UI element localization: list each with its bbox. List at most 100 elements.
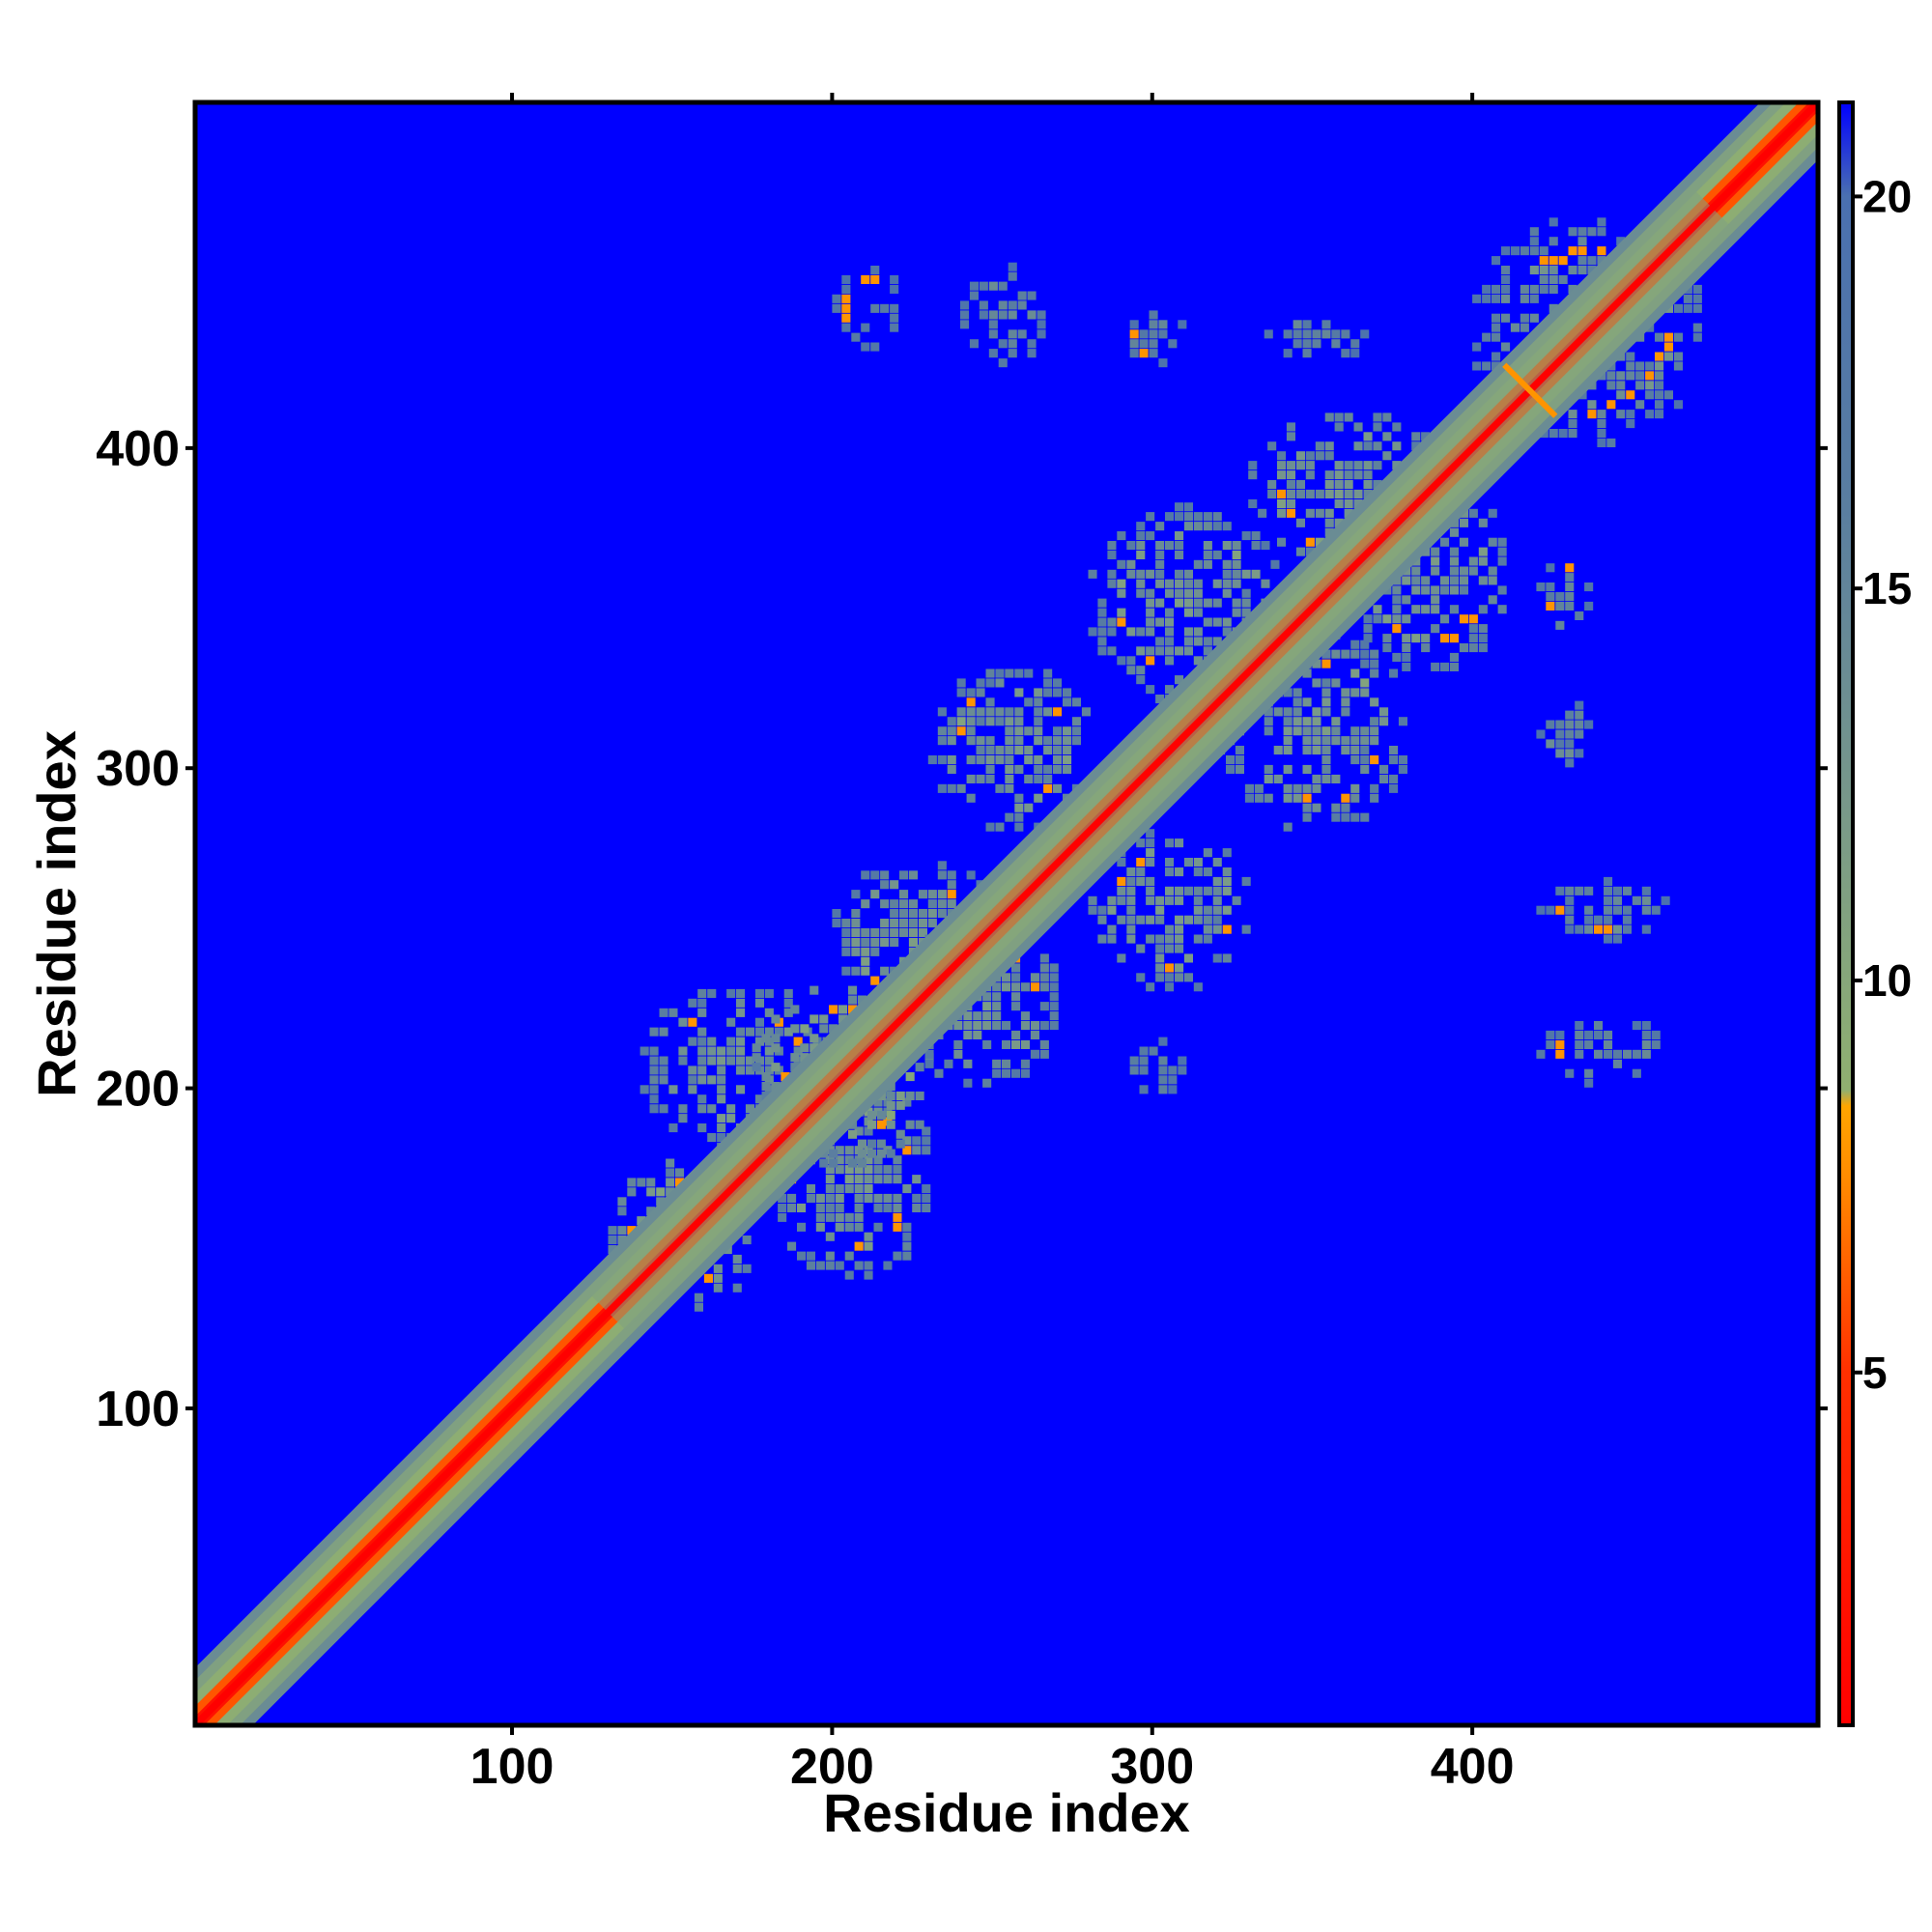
heatmap-cell (1577, 237, 1587, 246)
heatmap-cell (844, 1146, 854, 1155)
heatmap-cell (1030, 982, 1039, 992)
heatmap-cell (694, 1293, 703, 1302)
heatmap-cell (1312, 678, 1321, 688)
heatmap-cell (880, 937, 890, 947)
heatmap-cell (637, 1178, 646, 1187)
heatmap-cell (1321, 329, 1331, 339)
heatmap-cell (1606, 381, 1616, 390)
heatmap-cell (1334, 489, 1344, 498)
heatmap-cell (771, 1034, 781, 1043)
heatmap-cell (1183, 588, 1193, 598)
heatmap-cell (1277, 508, 1287, 518)
heatmap-cell (1293, 339, 1302, 349)
x-tick-label: 200 (790, 1739, 874, 1795)
heatmap-cell (1203, 905, 1212, 915)
heatmap-cell (1117, 886, 1126, 895)
heatmap-cell (617, 1226, 627, 1236)
heatmap-cell (1673, 400, 1683, 410)
y-axis-ticks: 100 200 300 400 (96, 421, 1828, 1437)
heatmap-cell (1382, 451, 1392, 461)
heatmap-cell (976, 736, 985, 746)
heatmap-cell (659, 1027, 668, 1037)
heatmap-cell (736, 1027, 746, 1037)
heatmap-cell (1548, 429, 1558, 439)
heatmap-cell (1005, 764, 1014, 774)
heatmap-cell (1097, 646, 1107, 656)
heatmap-cell (848, 1158, 858, 1168)
heatmap-cell (1449, 662, 1459, 671)
heatmap-cell (1183, 512, 1193, 522)
heatmap-cell (1440, 585, 1450, 595)
heatmap-cell (1529, 237, 1539, 246)
heatmap-cell (851, 947, 861, 956)
heatmap-cell (1158, 1075, 1168, 1085)
heatmap-cell (1212, 886, 1222, 895)
heatmap-cell (1568, 266, 1577, 275)
heatmap-cell (815, 1212, 825, 1222)
heatmap-cell (1277, 451, 1287, 461)
heatmap-cell (825, 1184, 835, 1194)
heatmap-cell (1324, 441, 1334, 451)
heatmap-cell (1183, 502, 1193, 512)
heatmap-cell (1350, 649, 1360, 659)
heatmap-cell (1632, 1068, 1641, 1078)
heatmap-cell (1683, 294, 1692, 303)
heatmap-cell (1497, 585, 1507, 595)
heatmap-cell (1449, 605, 1459, 614)
heatmap-cell (1139, 1065, 1149, 1075)
heatmap-cell (697, 1123, 707, 1133)
heatmap-cell (1587, 400, 1597, 410)
heatmap-cell (1341, 707, 1350, 717)
heatmap-cell (1584, 720, 1594, 729)
heatmap-cell (912, 1136, 922, 1146)
heatmap-cell (1587, 410, 1597, 419)
heatmap-cell (726, 1017, 736, 1027)
heatmap-cell (1155, 695, 1165, 704)
heatmap-cell (1155, 637, 1165, 646)
heatmap-cell (1612, 895, 1622, 905)
heatmap-cell (854, 1184, 864, 1194)
heatmap-cell (979, 300, 988, 310)
heatmap-cell (1555, 886, 1565, 895)
heatmap-cell (1334, 412, 1344, 422)
heatmap-cell (883, 1193, 893, 1203)
heatmap-cell (1264, 764, 1273, 774)
heatmap-cell (1024, 803, 1034, 812)
heatmap-cell (1049, 992, 1059, 1002)
heatmap-cell (1488, 537, 1497, 547)
heatmap-cell (937, 726, 947, 736)
heatmap-cell (1071, 697, 1081, 707)
heatmap-cell (1431, 585, 1440, 595)
heatmap-cell (1293, 726, 1302, 736)
heatmap-cell (1222, 522, 1232, 531)
heatmap-cell (1049, 1021, 1059, 1031)
heatmap-cell (1459, 614, 1468, 624)
heatmap-cell (1539, 256, 1548, 266)
heatmap-cell (998, 339, 1008, 349)
heatmap-cell (1370, 736, 1379, 746)
heatmap-cell (1126, 934, 1136, 944)
heatmap-cell (1363, 480, 1373, 490)
heatmap-cell (1411, 576, 1421, 585)
heatmap-cell (697, 1027, 707, 1037)
heatmap-cell (1295, 547, 1305, 556)
heatmap-cell (688, 1085, 697, 1094)
heatmap-cell (922, 1193, 931, 1203)
heatmap-cell (1626, 371, 1635, 381)
heatmap-cell (745, 1027, 754, 1037)
heatmap-cell (1440, 537, 1450, 547)
heatmap-cell (1027, 349, 1037, 358)
heatmap-cell (861, 937, 870, 947)
heatmap-cell (1497, 547, 1507, 556)
heatmap-cell (659, 1065, 668, 1075)
heatmap-cell (1373, 422, 1382, 432)
heatmap-cell (1175, 924, 1184, 934)
heatmap-cell (1302, 320, 1312, 329)
heatmap-cell (1117, 531, 1126, 541)
heatmap-cell (1501, 246, 1511, 256)
heatmap-cell (1146, 685, 1155, 695)
heatmap-cell (1341, 746, 1350, 755)
heatmap-cell (934, 1068, 944, 1078)
heatmap-cell (787, 1203, 797, 1212)
heatmap-cell (1183, 608, 1193, 617)
